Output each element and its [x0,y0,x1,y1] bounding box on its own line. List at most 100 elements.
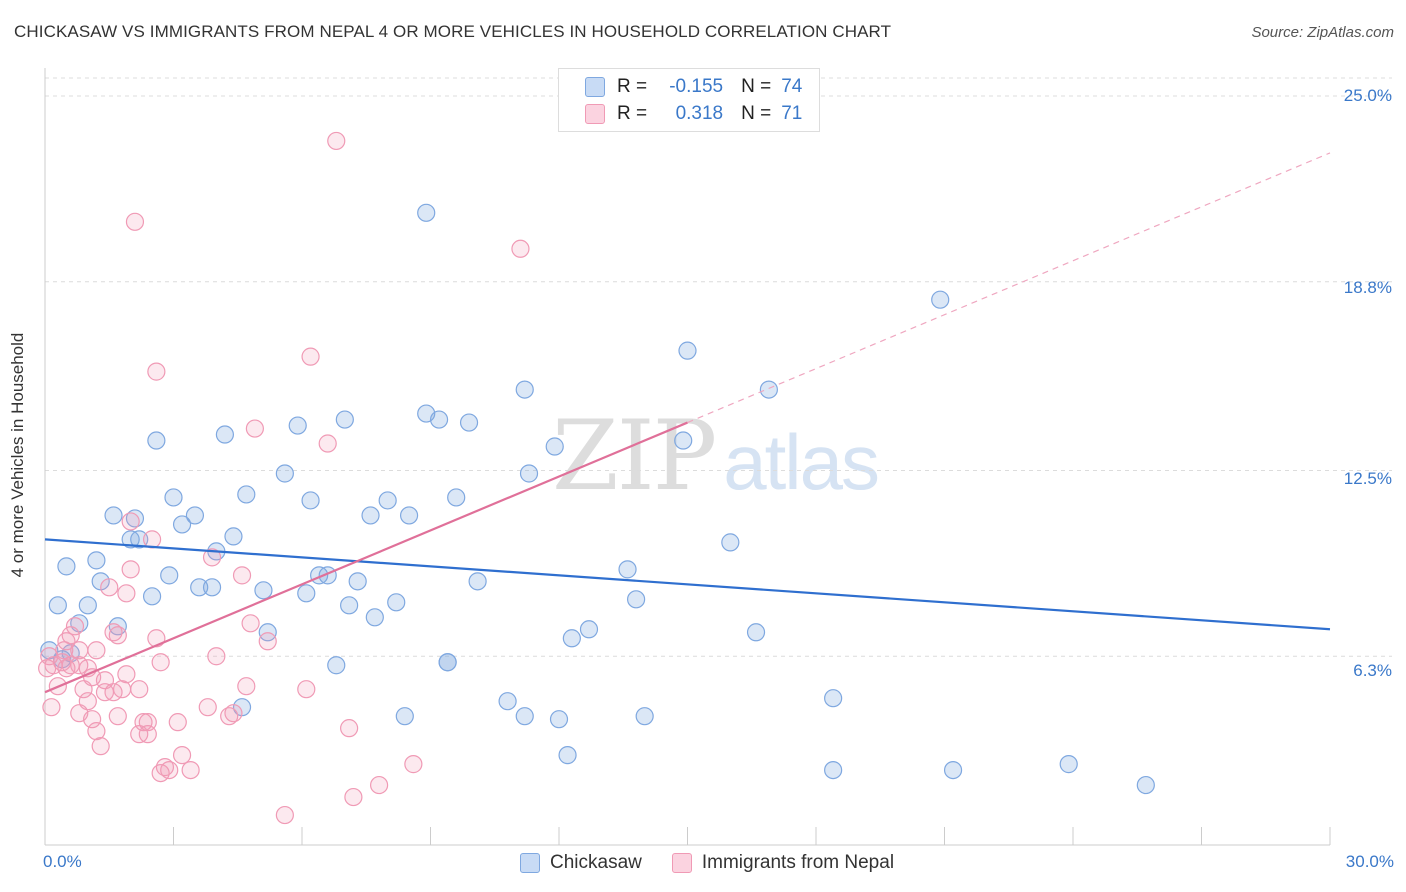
point-chickasaw [340,596,359,615]
point-chickasaw [626,590,646,609]
point-nepal [112,680,132,699]
point-chickasaw [164,488,183,507]
point-chickasaw [348,572,367,591]
point-chickasaw [395,707,414,726]
point-chickasaw [674,431,693,450]
point-chickasaw [943,760,963,780]
point-nepal [70,656,89,675]
point-nepal [147,629,166,648]
legend-n-value: 71 [781,103,803,124]
point-chickasaw [224,527,243,546]
watermark-atlas: atlas [723,418,880,506]
legend-row-nepal: R = 0.318 N = 71 [585,102,802,126]
point-nepal [108,626,127,645]
point-nepal [87,641,106,660]
point-chickasaw [635,707,654,726]
point-nepal [95,671,115,690]
point-nepal [237,677,256,696]
trendline-chickasaw [44,538,1331,631]
point-chickasaw [562,629,581,648]
point-nepal [83,710,102,729]
point-chickasaw [549,710,569,729]
point-chickasaw [447,488,466,507]
point-nepal [42,698,61,717]
point-nepal [117,665,136,684]
legend-item-chickasaw[interactable]: Chickasaw [520,852,642,874]
point-chickasaw [824,760,843,780]
point-chickasaw [759,380,778,399]
y-tick-label-25: 25.0% [1343,86,1392,105]
point-chickasaw [202,578,222,597]
point-chickasaw [746,623,766,642]
point-chickasaw [558,746,577,765]
point-chickasaw [678,341,697,360]
point-nepal [340,719,359,738]
point-nepal [318,434,337,453]
point-nepal [301,347,320,366]
point-nepal [78,692,97,711]
point-nepal [108,707,127,726]
point-chickasaw [468,572,487,591]
correlation-legend: R = -0.155 N = 74 R = 0.318 N = 71 [558,68,820,132]
point-chickasaw [147,431,166,450]
y-tick-label-18-8: 18.8% [1343,278,1392,297]
watermark: ZIP atlas [552,400,880,512]
x-tick-label-min: 0.0% [43,852,82,871]
point-chickasaw [215,425,234,444]
point-chickasaw [387,593,406,612]
point-chickasaw [297,584,316,603]
point-chickasaw [275,464,294,483]
point-nepal [125,212,145,231]
point-chickasaw [399,506,419,525]
point-nepal [511,239,530,258]
point-nepal [61,626,80,645]
legend-n-label: N = [741,103,772,124]
point-nepal [168,713,187,732]
point-chickasaw [130,530,149,549]
point-nepal [87,722,106,741]
series-legend: Chickasaw Immigrants from Nepal [520,852,924,874]
point-chickasaw [515,380,534,399]
point-chickasaw [48,596,67,615]
legend-label-chickasaw: Chickasaw [550,852,642,873]
point-chickasaw [515,707,534,726]
point-nepal [241,614,260,633]
legend-n-label: N = [741,76,772,97]
point-chickasaw [498,692,517,711]
point-nepal [198,698,217,717]
point-chickasaw [335,410,354,429]
legend-item-nepal[interactable]: Immigrants from Nepal [671,852,894,874]
point-nepal [91,737,110,756]
point-nepal [117,584,136,603]
point-chickasaw [327,656,346,675]
point-chickasaw [519,464,539,483]
point-chickasaw [78,596,97,615]
point-chickasaw [618,560,637,579]
point-chickasaw [190,578,209,597]
legend-swatch-pink [585,104,605,124]
point-chickasaw [185,506,205,525]
legend-r-value: 0.318 [675,103,724,124]
point-chickasaw [721,533,740,552]
point-nepal [224,704,243,723]
point-chickasaw [160,566,179,585]
point-chickasaw [104,506,123,525]
y-tick-label-12-5: 12.5% [1343,469,1392,488]
point-nepal [100,578,119,597]
point-nepal [275,805,294,825]
point-nepal [297,680,316,699]
point-chickasaw [579,620,599,639]
point-nepal [404,755,423,774]
legend-swatch-pink [671,853,692,873]
point-chickasaw [417,203,436,222]
point-chickasaw [57,557,76,576]
point-nepal [147,362,166,381]
point-chickasaw [931,290,950,309]
legend-n-value: 74 [781,76,803,97]
trendline-nepal [44,421,688,694]
point-chickasaw [459,413,479,432]
y-axis-label: 4 or more Vehicles in Household [8,332,27,578]
point-chickasaw [545,437,564,456]
point-chickasaw [301,491,320,510]
legend-r-label: R = [617,103,648,124]
